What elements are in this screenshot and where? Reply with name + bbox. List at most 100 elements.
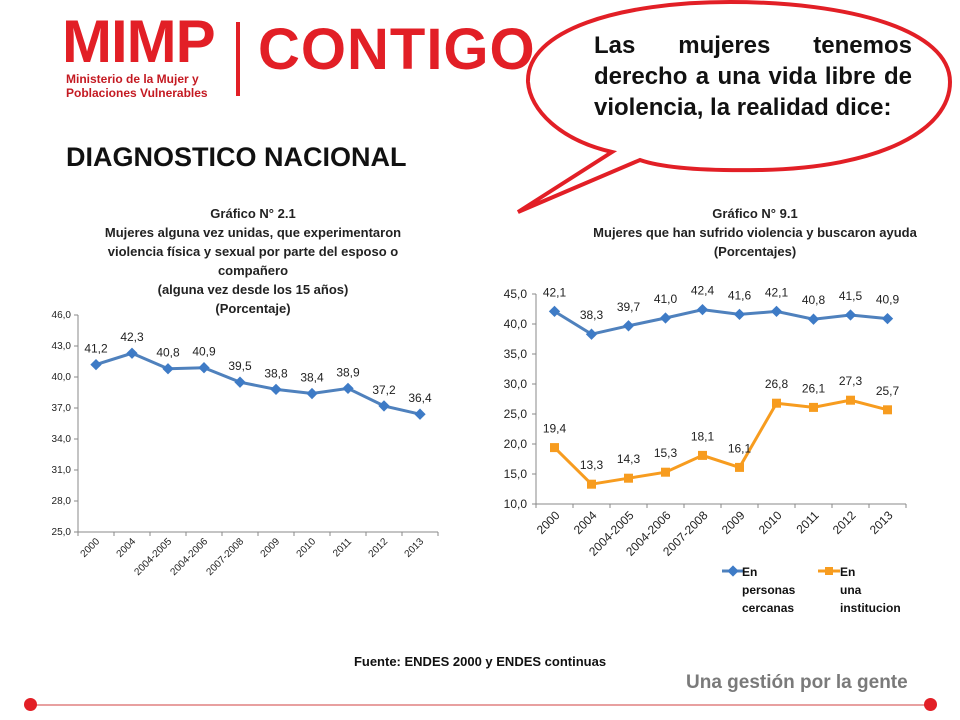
chart1-point <box>234 376 246 388</box>
chart2-x-tick-label: 2000 <box>534 508 563 537</box>
chart2-series-2-point <box>735 462 744 472</box>
chart2-series-1-data-label: 42,1 <box>765 285 789 299</box>
speech-bubble-shape <box>516 0 953 214</box>
chart2-x-tick-label: 2010 <box>756 508 785 537</box>
chart2-x-tick-label: 2011 <box>793 508 821 536</box>
chart1-series-line <box>95 351 421 416</box>
chart1-title-line2: Mujeres alguna vez unidas, que experimen… <box>104 225 402 278</box>
chart1-x-tick-label: 2011 <box>331 536 354 559</box>
chart2-series-1-data-label: 38,3 <box>580 308 604 322</box>
chart2-title-line2: Mujeres que han sufrido violencia y busc… <box>593 225 917 240</box>
chart2-series-2-point <box>846 395 855 405</box>
chart2-series-2-line <box>553 398 888 486</box>
chart2-series-2-point <box>883 405 892 415</box>
chart2-series-1-point <box>622 320 635 332</box>
chart2-series-1-point <box>844 309 857 321</box>
chart1-data-label: 37,2 <box>372 383 396 397</box>
chart1-data-label: 42,3 <box>120 330 144 344</box>
legend-institucion-line3: institucion <box>840 601 901 615</box>
chart2-series-2-data-label: 13,3 <box>580 458 604 472</box>
chart2-series-2-data-label: 19,4 <box>543 422 567 436</box>
chart2-series-2-data-label: 25,7 <box>876 384 900 398</box>
chart2-series-1-data-label: 41,5 <box>839 289 863 303</box>
chart2-y-tick-label: 40,0 <box>504 317 528 331</box>
chart1-point <box>198 362 210 374</box>
chart1-y-tick-label: 31,0 <box>52 465 72 476</box>
chart1-point <box>342 382 354 395</box>
chart2-series-1-data-label: 39,7 <box>617 300 641 314</box>
chart2-series-2-point <box>550 443 559 453</box>
chart2-title-line1: Gráfico N° 9.1 <box>712 206 798 221</box>
footer-slogan: Una gestión por la gente <box>686 672 908 693</box>
chart2-series-1-point <box>696 303 709 316</box>
legend-personas-line1: En <box>742 565 758 579</box>
mimp-logo: MIMP <box>62 8 216 75</box>
chart1-data-label: 40,9 <box>192 345 216 359</box>
chart2-series-2-data-label: 26,8 <box>765 377 789 391</box>
chart2-series-1-data-label: 41,0 <box>654 292 678 306</box>
chart2-x-tick-label: 2012 <box>830 508 859 537</box>
logo-divider <box>236 22 240 96</box>
chart2-series-1-data-label: 42,4 <box>691 284 715 298</box>
legend-personas-line3: cercanas <box>742 601 795 615</box>
legend-institucion-line1: En <box>840 565 856 579</box>
chart2-series-1-point <box>733 308 746 321</box>
chart1-y-tick-label: 43,0 <box>52 341 72 352</box>
chart2-series-2-point <box>698 450 707 460</box>
legend-item-institucion: En una institucion <box>840 563 901 617</box>
chart2-series-1-point <box>659 312 672 324</box>
chart2-y-tick-label: 25,0 <box>504 407 528 421</box>
chart1-data-label: 41,2 <box>84 342 108 356</box>
chart1-x-tick-label: 2000 <box>79 536 103 560</box>
chart2-x-tick-label: 2009 <box>719 508 748 537</box>
chart1-x-tick-label: 2010 <box>295 536 319 560</box>
page-title: DIAGNOSTICO NACIONAL <box>66 142 407 172</box>
chart1-point <box>306 387 318 400</box>
source-note: Fuente: ENDES 2000 y ENDES continuas <box>353 654 607 669</box>
chart2-series-2-point <box>661 467 670 477</box>
chart2-title: Gráfico N° 9.1 Mujeres que han sufrido v… <box>560 204 950 261</box>
chart1-title-line1: Gráfico N° 2.1 <box>210 206 296 221</box>
chart1-title-line3: (alguna vez desde los 15 años) <box>157 282 349 297</box>
chart1-data-label: 38,9 <box>336 365 360 379</box>
chart1-y-tick-label: 34,0 <box>52 434 72 445</box>
chart1-y-tick-label: 40,0 <box>52 372 72 383</box>
chart1-x-tick-label: 2012 <box>367 536 391 560</box>
chart1-data-label: 39,5 <box>228 359 252 373</box>
footer-dot-left <box>24 698 37 711</box>
chart2-series-1-data-label: 40,8 <box>802 293 826 307</box>
chart2-series-1-data-label: 41,6 <box>728 288 752 302</box>
chart2-series-2-data-label: 27,3 <box>839 374 863 388</box>
chart1: 25,0 28,0 31,0 34,0 37,0 40,0 43,0 46,0 2000 2004… <box>52 310 439 578</box>
footer-dot-right <box>924 698 937 711</box>
chart1-title-line4: (Porcentaje) <box>215 301 291 316</box>
chart2-series-1-point <box>585 328 598 340</box>
chart1-point <box>414 408 426 420</box>
chart2-y-tick-label: 45,0 <box>504 287 528 301</box>
chart1-y-tick-label: 28,0 <box>52 496 72 507</box>
chart2-series-2-point <box>809 402 818 412</box>
chart2-series-2-data-label: 26,1 <box>802 381 826 395</box>
chart2-y-tick-label: 15,0 <box>504 467 528 481</box>
chart2-series-2-point <box>587 479 596 489</box>
brand-contigo: CONTIGO <box>258 17 536 82</box>
chart2-series-2-point <box>772 398 781 408</box>
chart1-x-tick-label: 2004 <box>115 536 139 560</box>
chart2-series-2-data-label: 14,3 <box>617 452 641 466</box>
chart1-title: Gráfico N° 2.1 Mujeres alguna vez unidas… <box>78 204 428 318</box>
logo-subtitle-line2: Poblaciones Vulnerables <box>66 86 208 100</box>
bubble-text: Las mujeres tenemos derecho a una vida l… <box>594 32 912 121</box>
chart1-x-tick-label: 2004-2005 <box>133 536 175 578</box>
chart2-series-1-data-label: 40,9 <box>876 293 900 307</box>
chart1-point <box>270 383 282 396</box>
chart2-series-2-data-label: 18,1 <box>691 429 715 443</box>
chart1-point <box>126 347 138 359</box>
chart2-series-2-point <box>624 473 633 483</box>
chart1-data-label: 38,4 <box>300 371 324 385</box>
chart2-series-1-point <box>807 313 820 325</box>
chart1-y-tick-label: 37,0 <box>52 403 72 414</box>
legend-item-personas: En personas cercanas <box>742 563 795 617</box>
logo-subtitle-line1: Ministerio de la Mujer y <box>66 72 199 86</box>
chart2-y-tick-label: 30,0 <box>504 377 528 391</box>
legend-orange-marker <box>818 567 840 575</box>
